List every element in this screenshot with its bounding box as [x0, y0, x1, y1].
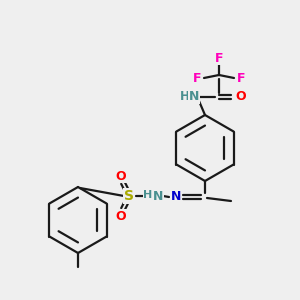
Text: O: O	[116, 209, 126, 223]
Text: F: F	[237, 71, 245, 85]
Text: N: N	[153, 190, 163, 202]
Text: O: O	[116, 169, 126, 182]
Text: H: H	[180, 91, 190, 103]
Text: F: F	[215, 52, 223, 64]
Text: F: F	[193, 71, 201, 85]
Text: H: H	[143, 190, 153, 200]
Text: S: S	[124, 189, 134, 203]
Text: N: N	[189, 91, 199, 103]
Text: N: N	[171, 190, 181, 203]
Text: O: O	[236, 91, 246, 103]
